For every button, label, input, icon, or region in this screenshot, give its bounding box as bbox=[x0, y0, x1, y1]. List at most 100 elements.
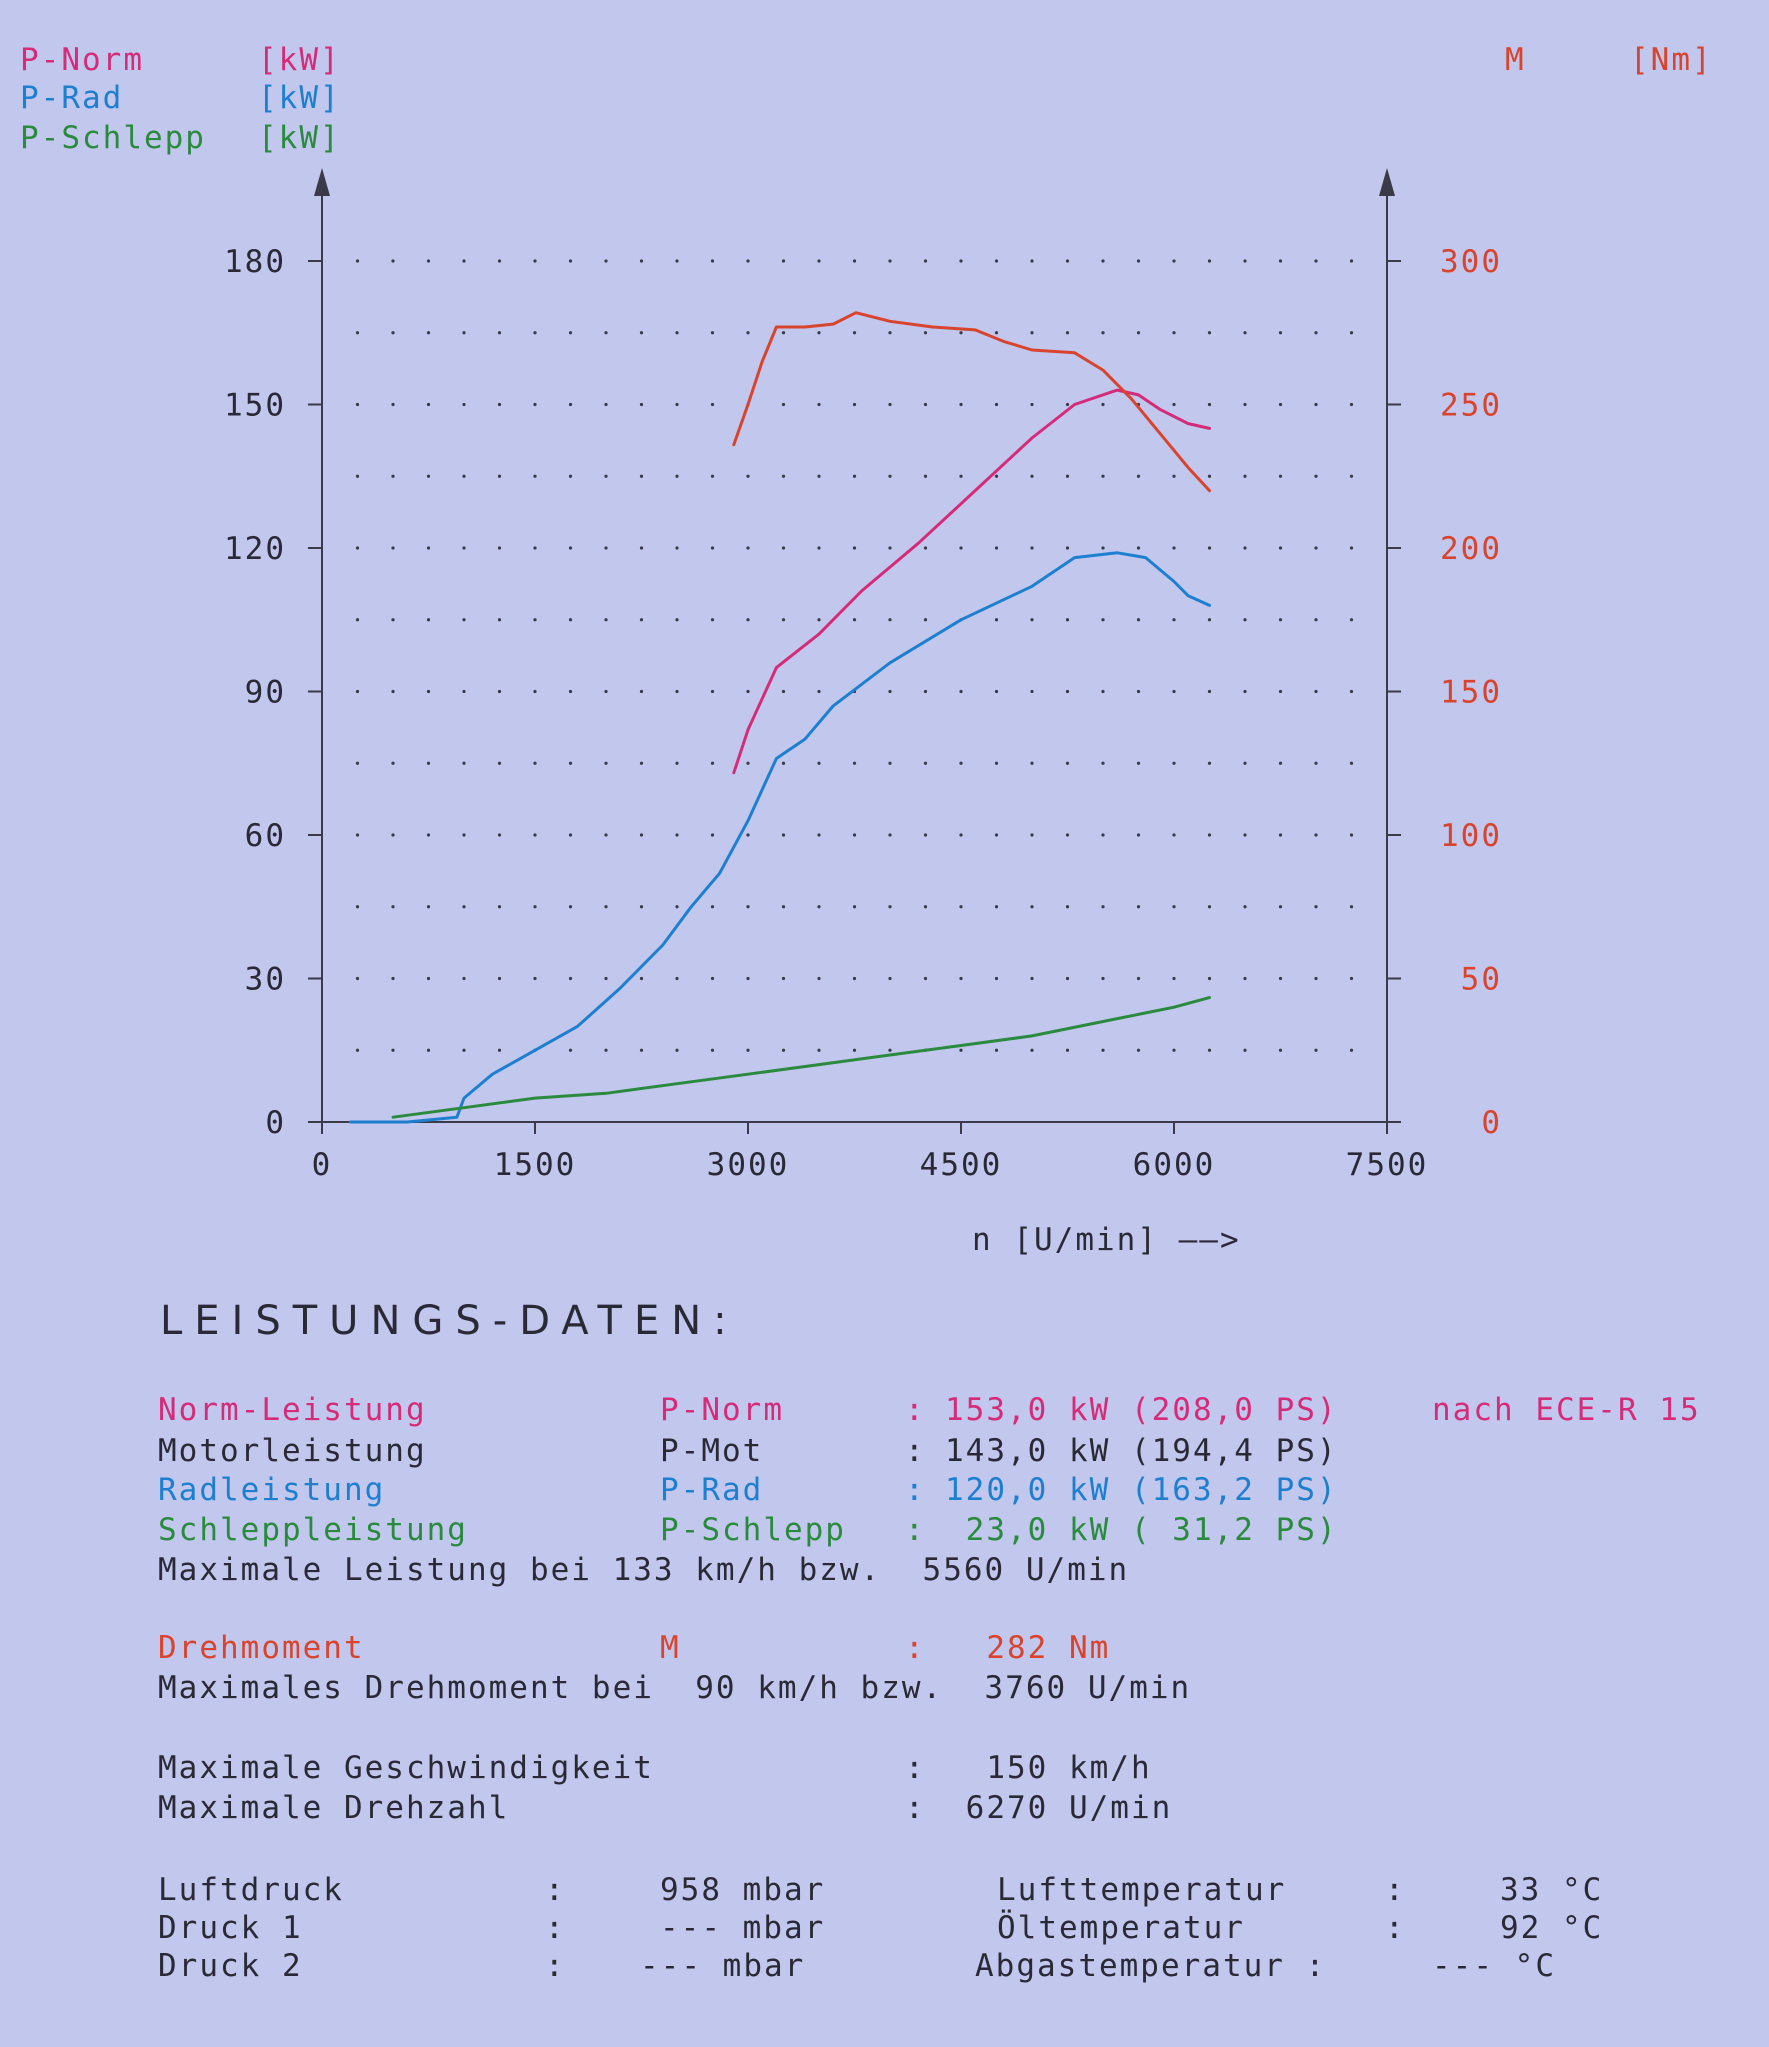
grid-dot bbox=[391, 546, 395, 550]
grid-dot bbox=[533, 689, 537, 694]
grid-dot bbox=[1172, 761, 1176, 765]
grid-dot bbox=[1065, 618, 1070, 622]
grid-dot bbox=[781, 689, 786, 694]
report-cell: Luftdruck bbox=[158, 1872, 344, 1908]
grid-dot bbox=[852, 618, 857, 622]
grid-dot bbox=[1243, 761, 1247, 765]
grid-dot bbox=[1172, 402, 1176, 407]
grid-dot bbox=[1101, 761, 1105, 765]
grid-dot bbox=[710, 618, 715, 622]
grid-dot bbox=[355, 618, 360, 622]
report-cell: : bbox=[905, 1750, 926, 1786]
grid-dot bbox=[959, 833, 963, 837]
grid-dot bbox=[1136, 474, 1141, 478]
grid-dot bbox=[497, 546, 502, 550]
grid-dot bbox=[604, 259, 608, 263]
grid-dot bbox=[817, 331, 821, 335]
grid-dot bbox=[675, 474, 679, 478]
grid-dot bbox=[391, 474, 395, 478]
grid-dot bbox=[1065, 689, 1070, 694]
grid-dot bbox=[675, 546, 679, 550]
y-left-tick-label: 120 bbox=[224, 531, 286, 567]
grid-dot bbox=[888, 402, 892, 407]
grid-dot bbox=[1136, 761, 1141, 765]
grid-dot bbox=[1172, 474, 1176, 478]
series-line-p-norm bbox=[732, 388, 1211, 775]
grid-dot bbox=[639, 474, 644, 478]
grid-dot bbox=[923, 474, 928, 478]
grid-dot bbox=[1030, 1048, 1034, 1052]
report-cell: 282 Nm bbox=[945, 1630, 1111, 1666]
grid-dot bbox=[1030, 618, 1034, 622]
grid-dot bbox=[497, 761, 502, 765]
x-axis-label: n [U/min] ——> bbox=[972, 1222, 1241, 1258]
y-right-arrow-icon bbox=[1379, 168, 1395, 196]
grid-dot bbox=[1136, 259, 1141, 263]
grid-dot bbox=[710, 402, 715, 407]
grid-dot bbox=[994, 905, 999, 909]
grid-dot bbox=[533, 546, 537, 550]
grid-dot bbox=[1207, 976, 1212, 981]
legend-p-schlepp-unit: [kW] bbox=[258, 120, 341, 156]
grid-dot bbox=[533, 474, 537, 478]
grid-dot bbox=[675, 761, 679, 765]
grid-dot bbox=[888, 833, 892, 837]
grid-dot bbox=[959, 1048, 963, 1052]
grid-dot bbox=[1065, 259, 1070, 263]
grid-dot bbox=[710, 331, 715, 335]
legend-p-rad: P-Rad bbox=[20, 80, 124, 116]
grid-dot bbox=[1314, 976, 1318, 981]
grid-dot bbox=[1172, 618, 1176, 622]
grid-dot bbox=[923, 689, 928, 694]
grid-dot bbox=[852, 474, 857, 478]
grid-dot bbox=[959, 905, 963, 909]
legend-m: M bbox=[1505, 42, 1526, 78]
grid-dot bbox=[391, 259, 395, 263]
grid-dot bbox=[1172, 1048, 1176, 1052]
grid-dot bbox=[888, 259, 892, 263]
grid-dot bbox=[852, 761, 857, 765]
grid-dot bbox=[781, 833, 786, 837]
report-cell: : bbox=[545, 1948, 566, 1984]
grid-dot bbox=[355, 331, 360, 335]
grid-dot bbox=[1101, 689, 1105, 694]
grid-dot bbox=[888, 905, 892, 909]
grid-dot bbox=[675, 259, 679, 263]
grid-dot bbox=[817, 833, 821, 837]
grid-dot bbox=[639, 761, 644, 765]
report-cell: P-Mot bbox=[660, 1433, 764, 1469]
grid-dot bbox=[1243, 474, 1247, 478]
grid-dot bbox=[923, 331, 928, 335]
y-right-tick-label: 150 bbox=[1440, 675, 1502, 711]
report-cell: Druck 1 bbox=[158, 1910, 303, 1946]
grid-dot bbox=[1243, 546, 1247, 550]
report-cell: --- mbar bbox=[640, 1948, 806, 1984]
power-torque-chart: 0 1500 3000 4500 6000 7500 0 30 60 90 120 150 180 0 50… bbox=[224, 168, 1502, 1183]
grid-dot bbox=[1314, 761, 1318, 765]
grid-dot bbox=[923, 761, 928, 765]
grid-dot bbox=[426, 402, 431, 407]
grid-dot bbox=[462, 546, 466, 550]
grid-dot bbox=[959, 976, 963, 981]
legend-m-unit: [Nm] bbox=[1630, 42, 1713, 78]
grid-dot bbox=[994, 833, 999, 837]
grid-dot bbox=[994, 761, 999, 765]
report-cell: Druck 2 bbox=[158, 1948, 303, 1984]
grid-dot bbox=[1207, 402, 1212, 407]
grid-dot bbox=[355, 474, 360, 478]
grid-dot bbox=[923, 618, 928, 622]
report-cell: --- mbar bbox=[660, 1910, 826, 1946]
grid-dot bbox=[1030, 689, 1034, 694]
grid-dot bbox=[781, 761, 786, 765]
grid-dot bbox=[1101, 976, 1105, 981]
grid-dot bbox=[568, 689, 573, 694]
report-cell: : bbox=[545, 1910, 566, 1946]
grid-dot bbox=[426, 761, 431, 765]
grid-dot bbox=[568, 1048, 573, 1052]
report-cell: : bbox=[905, 1472, 926, 1508]
grid-dot bbox=[1136, 331, 1141, 335]
grid-dot bbox=[568, 402, 573, 407]
grid-dot bbox=[391, 1048, 395, 1052]
grid-dot bbox=[959, 331, 963, 335]
grid-dot bbox=[1172, 546, 1176, 550]
